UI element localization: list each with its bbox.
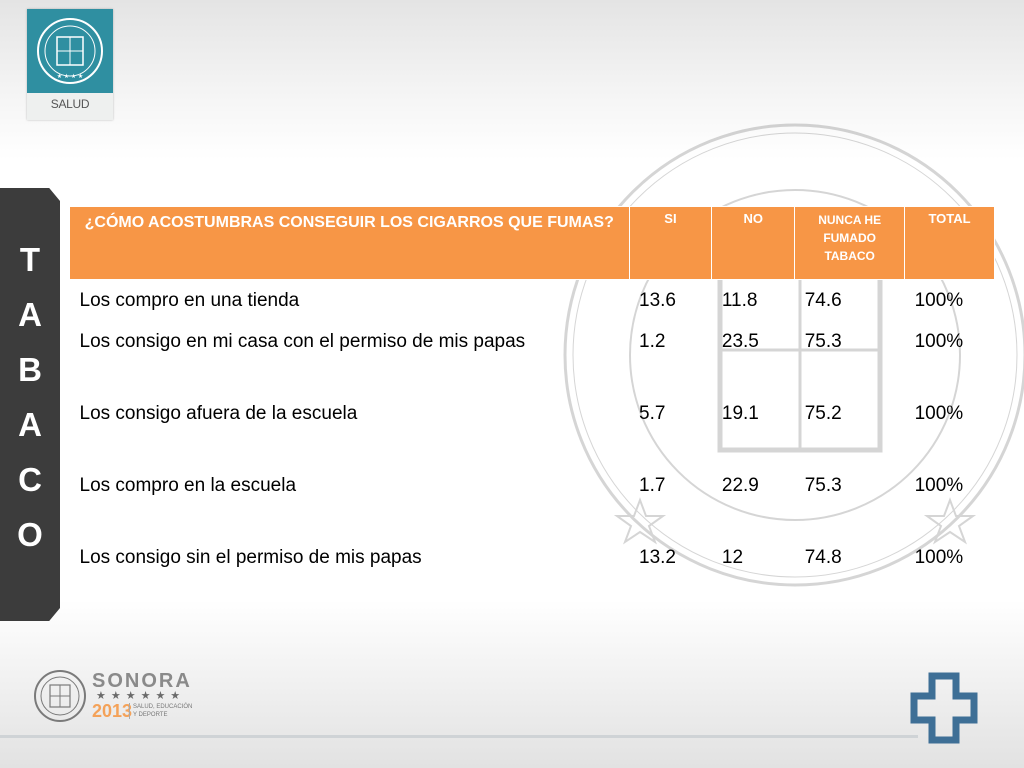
sonora-brand: SONORA: [92, 670, 192, 692]
section-tab-letters: T A B A C O: [0, 232, 60, 562]
state-seal-icon: ★ ★ ★ ★: [37, 18, 103, 84]
cell-total: 100%: [914, 475, 964, 496]
cell-no: 12: [721, 547, 744, 568]
table-row: Los consigo afuera de la escuela 5.7 19.…: [70, 393, 995, 465]
table-row: Los consigo en mi casa con el permiso de…: [70, 321, 995, 393]
cell-total: 100%: [914, 547, 964, 568]
cell-total: 100%: [914, 331, 964, 352]
cigarette-source-table: ¿CÓMO ACOSTUMBRAS CONSEGUIR LOS CIGARROS…: [69, 206, 995, 587]
row-label: Los compro en una tienda: [79, 290, 300, 311]
cell-si: 1.7: [639, 475, 666, 496]
footer-divider: [0, 735, 918, 738]
sonora-tagline-line2: Y DEPORTE: [133, 712, 168, 718]
cell-si: 1.2: [639, 331, 666, 352]
header-question: ¿CÓMO ACOSTUMBRAS CONSEGUIR LOS CIGARROS…: [69, 206, 630, 280]
table-row: Los compro en una tienda 13.6 11.8 74.6 …: [70, 280, 995, 322]
sonora-tagline: SALUD, EDUCACIÓN Y DEPORTE: [129, 703, 192, 719]
cell-no: 19.1: [721, 403, 759, 424]
cell-nunca: 75.3: [804, 475, 842, 496]
badge-label: SALUD: [50, 97, 90, 111]
cell-no: 11.8: [721, 290, 758, 311]
row-label: Los consigo en mi casa con el permiso de…: [79, 331, 526, 352]
tab-letter: A: [18, 296, 42, 333]
salud-badge: ★ ★ ★ ★ SALUD: [27, 9, 113, 120]
tab-letter: B: [18, 351, 42, 388]
cell-nunca: 74.8: [804, 547, 842, 568]
header-no: NO: [711, 206, 796, 280]
cell-si: 13.6: [639, 290, 676, 311]
header-nunca: NUNCA HE FUMADO TABACO: [794, 206, 906, 280]
cell-nunca: 75.3: [804, 331, 842, 352]
tab-letter: O: [17, 516, 43, 553]
tab-letter: T: [19, 241, 41, 278]
table-row: Los compro en la escuela 1.7 22.9 75.3 1…: [70, 465, 995, 537]
cell-nunca: 74.6: [804, 290, 842, 311]
svg-text:★ ★ ★ ★: ★ ★ ★ ★: [57, 73, 84, 80]
table-row: Los consigo sin el permiso de mis papas …: [70, 537, 995, 587]
section-tab: T A B A C O: [0, 188, 60, 621]
row-label: Los consigo sin el permiso de mis papas: [79, 547, 422, 568]
sonora-seal-icon: [34, 670, 86, 722]
table-header-row: ¿CÓMO ACOSTUMBRAS CONSEGUIR LOS CIGARROS…: [69, 206, 995, 280]
row-label: Los consigo afuera de la escuela: [79, 403, 358, 424]
tab-letter: A: [18, 406, 42, 443]
cell-no: 22.9: [721, 475, 759, 496]
sonora-stars: ★★★★★★: [96, 690, 186, 702]
cell-si: 13.2: [639, 547, 676, 568]
cell-si: 5.7: [639, 403, 666, 424]
sonora-year: 2013: [92, 701, 133, 721]
header-total: TOTAL: [904, 206, 995, 280]
cell-total: 100%: [914, 403, 964, 424]
row-label: Los compro en la escuela: [79, 475, 297, 496]
cell-nunca: 75.2: [804, 403, 842, 424]
health-cross-icon: [910, 672, 978, 744]
sonora-tagline-line1: SALUD, EDUCACIÓN: [133, 704, 193, 710]
cell-total: 100%: [914, 290, 964, 311]
cell-no: 23.5: [721, 331, 759, 352]
tab-letter: C: [18, 461, 42, 498]
header-si: SI: [628, 206, 713, 280]
